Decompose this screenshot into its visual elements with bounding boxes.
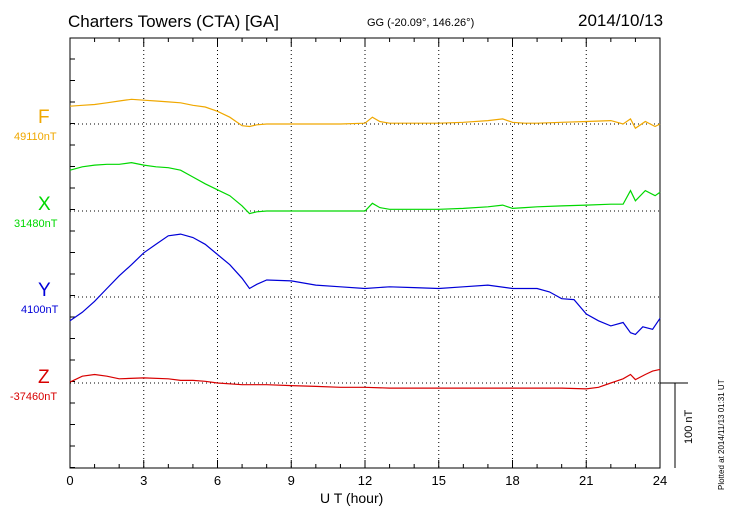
x-tick-label: 9 <box>288 473 295 488</box>
series-label-z: Z <box>38 367 50 388</box>
x-tick-label: 12 <box>358 473 372 488</box>
x-tick-label: 15 <box>432 473 446 488</box>
scale-bar: 100 nT <box>660 382 695 468</box>
x-axis-label: U T (hour) <box>320 490 384 506</box>
series-lines <box>69 98 661 390</box>
x-tick-label: 0 <box>66 473 73 488</box>
plotted-timestamp: Plotted at 2014/11/13 01:31 UT <box>717 379 726 490</box>
chart-title: Charters Towers (CTA) [GA] <box>68 12 279 31</box>
series-line-z <box>69 368 661 390</box>
series-line-x <box>69 161 661 215</box>
series-label-x: X <box>38 194 51 215</box>
baseline-label-f: 49110nT <box>14 131 57 143</box>
x-tick-label: 18 <box>505 473 519 488</box>
series-line-y <box>69 233 661 336</box>
axis-ticks <box>69 38 661 468</box>
x-tick-label: 24 <box>653 473 667 488</box>
series-label-y: Y <box>38 280 51 301</box>
series-line-f <box>69 98 661 130</box>
series-label-f: F <box>38 107 50 128</box>
x-tick-label: 3 <box>140 473 147 488</box>
grid <box>70 38 660 468</box>
chart-date: 2014/10/13 <box>578 11 664 30</box>
x-tick-label: 6 <box>214 473 221 488</box>
x-tick-labels: 0 3 6 9 12 15 18 21 24 <box>66 473 667 488</box>
baseline-label-x: 31480nT <box>14 218 58 230</box>
scale-bar-label: 100 nT <box>683 409 695 444</box>
x-tick-label: 21 <box>579 473 593 488</box>
baseline-label-z: -37460nT <box>10 391 58 403</box>
baseline-label-y: 4100nT <box>21 304 59 316</box>
station-coordinates: GG (-20.09°, 146.26°) <box>367 17 475 29</box>
